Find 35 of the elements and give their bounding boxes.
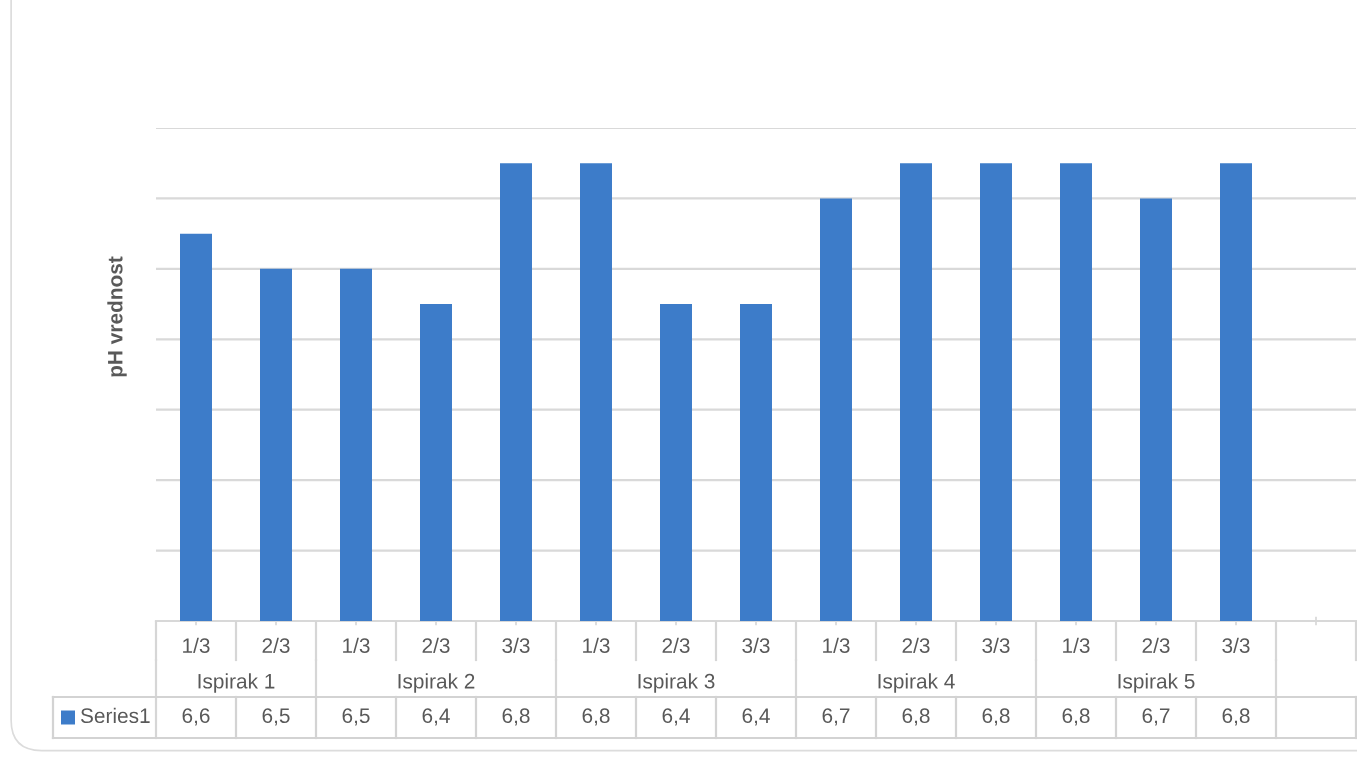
data-label: 6,6 (182, 708, 210, 726)
data-label: 6,5 (262, 708, 290, 726)
data-label: 6,8 (902, 708, 930, 726)
x-tick-label: 1/3 (183, 637, 210, 653)
x-tick-label: 2/3 (422, 637, 450, 653)
data-label: 6,8 (1062, 708, 1090, 726)
data-label: 6,8 (502, 708, 530, 726)
x-tick-label: 1/3 (583, 637, 610, 653)
data-label: 6,4 (662, 708, 690, 726)
text: Ispirak 1 (198, 673, 275, 693)
text: Ispirak 3 (638, 673, 715, 693)
x-tick-label: 2/3 (662, 637, 690, 653)
data-label: 6,8 (582, 708, 610, 726)
text: Ispirak 2 (398, 673, 475, 693)
data-label: 6,7 (1142, 708, 1170, 726)
data-label: 6,8 (982, 708, 1010, 726)
data-label: 6,4 (742, 708, 770, 726)
x-tick-label: 1/3 (823, 637, 850, 653)
data-label: 6,5 (342, 708, 370, 726)
text: Ispirak 5 (1118, 673, 1195, 693)
x-tick-label: 3/3 (1222, 637, 1250, 653)
legend-label: Series1 (80, 707, 150, 724)
x-tick-label: 2/3 (262, 637, 290, 653)
data-label: 6,8 (1222, 708, 1250, 726)
x-tick-label: 3/3 (502, 637, 530, 653)
x-tick-label: 1/3 (1063, 637, 1090, 653)
y-axis-title: pH vrednost (107, 256, 127, 377)
data-label: 6,4 (422, 708, 450, 726)
x-tick-label: 3/3 (742, 637, 770, 653)
data-label: 6,7 (822, 708, 850, 726)
x-tick-label: 2/3 (1142, 637, 1170, 653)
x-tick-label: 2/3 (902, 637, 930, 653)
text: Ispirak 4 (878, 673, 955, 693)
x-tick-label: 3/3 (982, 637, 1010, 653)
x-tick-label: 1/3 (343, 637, 370, 653)
